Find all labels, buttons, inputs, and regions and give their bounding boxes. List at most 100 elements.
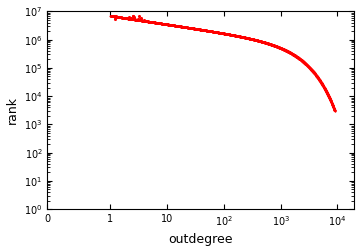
Point — [306, 65, 312, 69]
Point — [136, 18, 141, 22]
Point — [185, 25, 191, 29]
Point — [203, 28, 209, 33]
Point — [218, 31, 224, 35]
Point — [145, 19, 151, 23]
Point — [206, 29, 212, 33]
Point — [126, 17, 132, 21]
Point — [178, 24, 184, 28]
Point — [108, 14, 114, 18]
Point — [270, 43, 276, 47]
Point — [160, 22, 166, 26]
Point — [316, 78, 322, 82]
Point — [328, 100, 334, 104]
Point — [285, 50, 291, 54]
Point — [159, 22, 165, 26]
Point — [178, 24, 184, 28]
Point — [273, 44, 279, 48]
Point — [121, 16, 127, 20]
Point — [272, 44, 278, 48]
Point — [294, 55, 300, 59]
Point — [321, 86, 327, 90]
Point — [175, 24, 180, 28]
Point — [225, 32, 230, 36]
Point — [249, 37, 255, 41]
Point — [201, 28, 207, 32]
Point — [321, 85, 327, 89]
Point — [330, 104, 336, 108]
Point — [310, 70, 316, 74]
Point — [289, 52, 295, 56]
Point — [299, 58, 305, 62]
Point — [283, 48, 288, 52]
Point — [177, 24, 183, 28]
Point — [311, 71, 317, 75]
Point — [238, 35, 244, 39]
Point — [126, 17, 132, 21]
Point — [278, 46, 284, 50]
Point — [309, 68, 314, 72]
Point — [210, 29, 216, 34]
Point — [320, 84, 326, 88]
Point — [248, 37, 254, 41]
Point — [268, 42, 274, 46]
Point — [190, 26, 196, 30]
Point — [135, 17, 141, 21]
Point — [262, 41, 268, 45]
Point — [181, 25, 186, 29]
Point — [289, 52, 295, 56]
Point — [141, 18, 147, 22]
Point — [304, 63, 310, 67]
Point — [282, 48, 288, 52]
Point — [245, 36, 251, 40]
Point — [143, 19, 148, 23]
Point — [135, 18, 141, 22]
Point — [216, 30, 222, 35]
Point — [258, 40, 264, 44]
Point — [265, 42, 271, 46]
Point — [224, 32, 230, 36]
Point — [172, 23, 178, 27]
Point — [166, 23, 172, 27]
Point — [284, 49, 290, 53]
Point — [201, 28, 207, 32]
Point — [201, 28, 206, 32]
Point — [187, 26, 193, 30]
Point — [261, 40, 267, 44]
Point — [155, 21, 161, 25]
Point — [201, 28, 207, 32]
Point — [260, 40, 266, 44]
Point — [182, 25, 188, 29]
Point — [133, 18, 139, 22]
Point — [240, 35, 246, 39]
Point — [117, 15, 122, 19]
Point — [318, 80, 324, 84]
Point — [117, 15, 122, 19]
Point — [196, 27, 202, 31]
Point — [265, 42, 271, 46]
Point — [192, 27, 198, 31]
Point — [320, 83, 325, 87]
Point — [126, 17, 131, 21]
Point — [276, 45, 282, 49]
Point — [226, 32, 231, 36]
Point — [190, 26, 196, 30]
Point — [250, 37, 256, 41]
Point — [261, 40, 267, 44]
Point — [297, 57, 302, 61]
Point — [327, 96, 332, 100]
Point — [241, 35, 247, 39]
Point — [230, 33, 236, 37]
Point — [132, 18, 138, 22]
Point — [154, 21, 159, 25]
Point — [244, 36, 250, 40]
Point — [269, 43, 275, 47]
Point — [298, 58, 304, 62]
Point — [180, 25, 185, 29]
Point — [230, 33, 236, 37]
Point — [147, 20, 153, 24]
Point — [189, 26, 195, 30]
Point — [324, 90, 329, 94]
Point — [119, 15, 125, 19]
Point — [215, 30, 221, 35]
Point — [123, 16, 129, 20]
